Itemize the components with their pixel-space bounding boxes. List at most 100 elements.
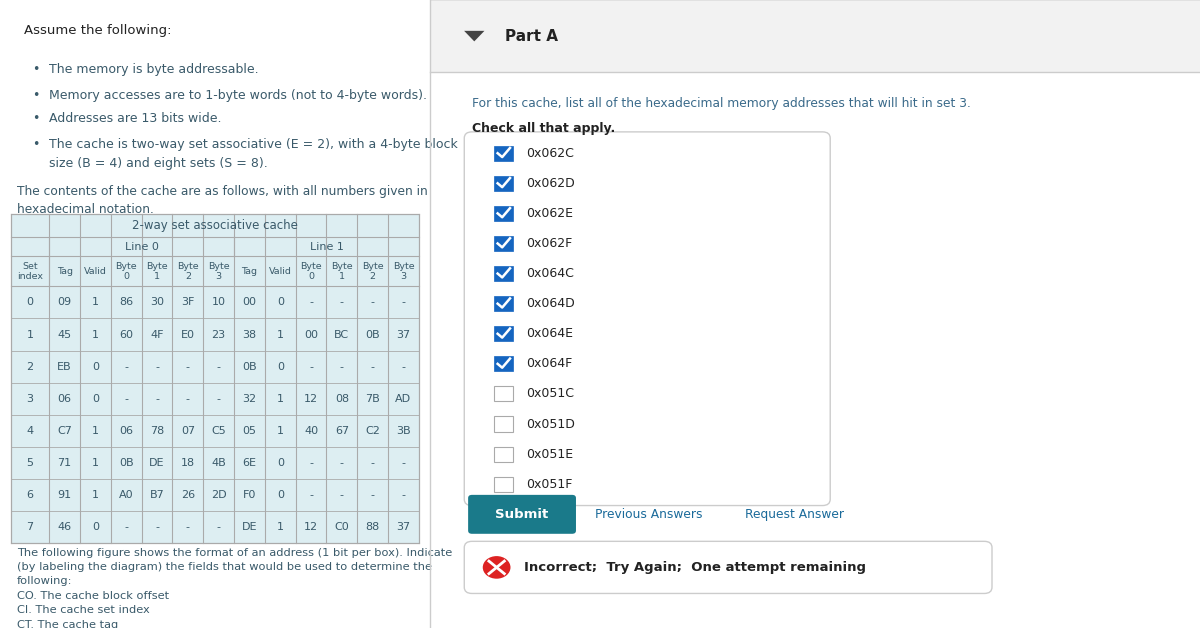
Text: -: -	[217, 394, 221, 404]
Text: 38: 38	[242, 330, 257, 340]
Text: 6: 6	[26, 490, 34, 500]
Text: 1: 1	[277, 330, 283, 340]
Text: Incorrect;  Try Again;  One attempt remaining: Incorrect; Try Again; One attempt remain…	[524, 561, 866, 574]
Text: AD: AD	[395, 394, 412, 404]
FancyBboxPatch shape	[430, 0, 1200, 72]
Text: 3: 3	[26, 394, 34, 404]
Text: 2D: 2D	[211, 490, 227, 500]
Text: -: -	[125, 394, 128, 404]
Text: 0x064E: 0x064E	[526, 327, 572, 340]
Text: C5: C5	[211, 426, 226, 436]
Text: 1: 1	[277, 426, 283, 436]
Text: 4B: 4B	[211, 458, 226, 468]
Text: Byte
2: Byte 2	[178, 262, 199, 281]
Text: -: -	[217, 362, 221, 372]
Text: -: -	[155, 362, 160, 372]
Text: The following figure shows the format of an address (1 bit per box). Indicate
(b: The following figure shows the format of…	[17, 548, 452, 628]
Text: 45: 45	[58, 330, 72, 340]
Text: -: -	[402, 458, 406, 468]
Text: 0x064F: 0x064F	[526, 357, 572, 371]
Text: 18: 18	[181, 458, 194, 468]
Text: EB: EB	[58, 362, 72, 372]
Text: A0: A0	[119, 490, 133, 500]
Text: B7: B7	[150, 490, 164, 500]
FancyBboxPatch shape	[494, 236, 512, 251]
Text: 12: 12	[304, 522, 318, 532]
Text: -: -	[186, 362, 190, 372]
Text: 1: 1	[92, 458, 98, 468]
Text: 3B: 3B	[396, 426, 410, 436]
Text: 1: 1	[92, 298, 98, 308]
Text: 37: 37	[396, 522, 410, 532]
Text: 5: 5	[26, 458, 34, 468]
Text: 67: 67	[335, 426, 349, 436]
Text: 0x051D: 0x051D	[526, 418, 575, 431]
Text: -: -	[340, 298, 344, 308]
Text: -: -	[310, 298, 313, 308]
FancyBboxPatch shape	[464, 132, 830, 506]
Text: 0: 0	[92, 362, 98, 372]
Text: 0: 0	[277, 458, 283, 468]
Text: Byte
3: Byte 3	[392, 262, 414, 281]
Text: 7: 7	[26, 522, 34, 532]
Text: -: -	[402, 298, 406, 308]
Text: -: -	[125, 362, 128, 372]
Text: DE: DE	[149, 458, 164, 468]
Text: Submit: Submit	[496, 508, 548, 521]
Text: 09: 09	[58, 298, 72, 308]
FancyBboxPatch shape	[468, 495, 576, 534]
Text: Previous Answers: Previous Answers	[595, 508, 703, 521]
Text: 91: 91	[58, 490, 72, 500]
Text: 30: 30	[150, 298, 164, 308]
Text: -: -	[186, 394, 190, 404]
Text: 2: 2	[26, 362, 34, 372]
Text: 46: 46	[58, 522, 72, 532]
FancyBboxPatch shape	[494, 477, 512, 492]
Text: 1: 1	[26, 330, 34, 340]
Text: 3F: 3F	[181, 298, 194, 308]
FancyBboxPatch shape	[464, 541, 992, 593]
Text: 4: 4	[26, 426, 34, 436]
Text: C7: C7	[58, 426, 72, 436]
Text: -: -	[310, 362, 313, 372]
Text: -: -	[155, 394, 160, 404]
FancyBboxPatch shape	[494, 447, 512, 462]
Text: •: •	[32, 112, 40, 125]
Text: Byte
0: Byte 0	[300, 262, 322, 281]
Text: Line 1: Line 1	[310, 242, 343, 252]
Text: Byte
2: Byte 2	[362, 262, 384, 281]
Text: 0x051E: 0x051E	[526, 448, 574, 460]
Text: •: •	[32, 89, 40, 102]
Text: 0: 0	[277, 362, 283, 372]
Text: Tag: Tag	[56, 267, 73, 276]
Text: 0x051C: 0x051C	[526, 387, 574, 401]
Text: 1: 1	[277, 522, 283, 532]
Text: Line 0: Line 0	[125, 242, 158, 252]
Text: 0x062C: 0x062C	[526, 147, 574, 160]
Text: Part A: Part A	[505, 29, 558, 43]
Text: size (B = 4) and eight sets (S = 8).: size (B = 4) and eight sets (S = 8).	[49, 157, 268, 170]
Text: 0: 0	[26, 298, 34, 308]
Circle shape	[482, 556, 510, 579]
Text: 4F: 4F	[150, 330, 163, 340]
FancyBboxPatch shape	[494, 416, 512, 431]
Text: 0: 0	[92, 394, 98, 404]
Text: -: -	[371, 362, 374, 372]
Text: -: -	[186, 522, 190, 532]
Text: 1: 1	[92, 490, 98, 500]
Text: 0x064D: 0x064D	[526, 297, 575, 310]
Text: -: -	[340, 362, 344, 372]
Text: 0: 0	[92, 522, 98, 532]
Polygon shape	[464, 31, 485, 41]
Text: Byte
0: Byte 0	[115, 262, 137, 281]
Text: 6E: 6E	[242, 458, 257, 468]
Text: The memory is byte addressable.: The memory is byte addressable.	[49, 63, 259, 76]
Text: 08: 08	[335, 394, 349, 404]
Text: 00: 00	[242, 298, 257, 308]
Text: 0: 0	[277, 298, 283, 308]
Text: 7B: 7B	[365, 394, 380, 404]
Text: -: -	[371, 490, 374, 500]
Text: 0x062F: 0x062F	[526, 237, 572, 250]
Text: 37: 37	[396, 330, 410, 340]
Text: 0x064C: 0x064C	[526, 267, 574, 280]
